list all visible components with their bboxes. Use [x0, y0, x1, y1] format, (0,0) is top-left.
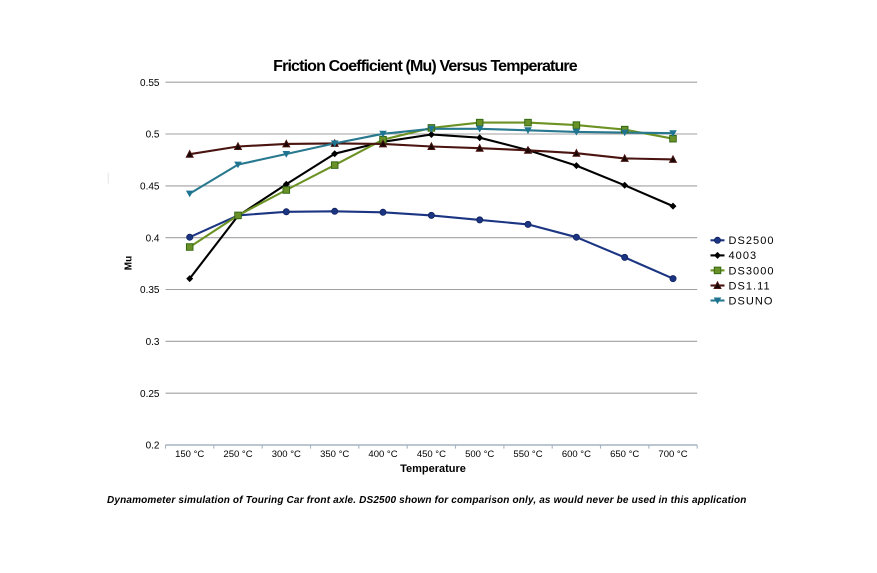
- svg-text:0.4: 0.4: [146, 233, 160, 244]
- svg-text:DS3000: DS3000: [729, 265, 775, 277]
- svg-text:250 °C: 250 °C: [223, 449, 252, 460]
- svg-text:DS2500: DS2500: [729, 235, 775, 247]
- svg-text:DSUNO: DSUNO: [729, 295, 774, 307]
- svg-text:4003: 4003: [729, 250, 758, 262]
- svg-text:650 °C: 650 °C: [610, 449, 639, 460]
- svg-text:300 °C: 300 °C: [272, 449, 301, 460]
- svg-text:150 °C: 150 °C: [175, 449, 204, 460]
- svg-text:450 °C: 450 °C: [417, 449, 446, 460]
- svg-text:700 °C: 700 °C: [658, 449, 687, 460]
- svg-text:0.35: 0.35: [140, 285, 160, 296]
- svg-text:DS1.11: DS1.11: [729, 280, 771, 292]
- svg-text:Friction Coefficient (Mu) Vers: Friction Coefficient (Mu) Versus Tempera…: [273, 58, 578, 75]
- svg-text:0.2: 0.2: [146, 441, 160, 452]
- svg-text:0.55: 0.55: [140, 78, 160, 89]
- svg-text:0.3: 0.3: [146, 337, 160, 348]
- svg-text:500 °C: 500 °C: [465, 449, 494, 460]
- svg-text:350 °C: 350 °C: [320, 449, 349, 460]
- svg-text:Dynamometer simulation of Tour: Dynamometer simulation of Touring Car fr…: [107, 495, 747, 506]
- svg-text:0.5: 0.5: [146, 130, 160, 141]
- svg-text:400 °C: 400 °C: [368, 449, 397, 460]
- svg-text:Temperature: Temperature: [400, 463, 466, 475]
- svg-text:Mu: Mu: [124, 256, 135, 270]
- svg-text:550 °C: 550 °C: [513, 449, 542, 460]
- svg-text:600 °C: 600 °C: [562, 449, 591, 460]
- svg-text:0.25: 0.25: [140, 389, 160, 400]
- svg-text:0.45: 0.45: [140, 182, 160, 193]
